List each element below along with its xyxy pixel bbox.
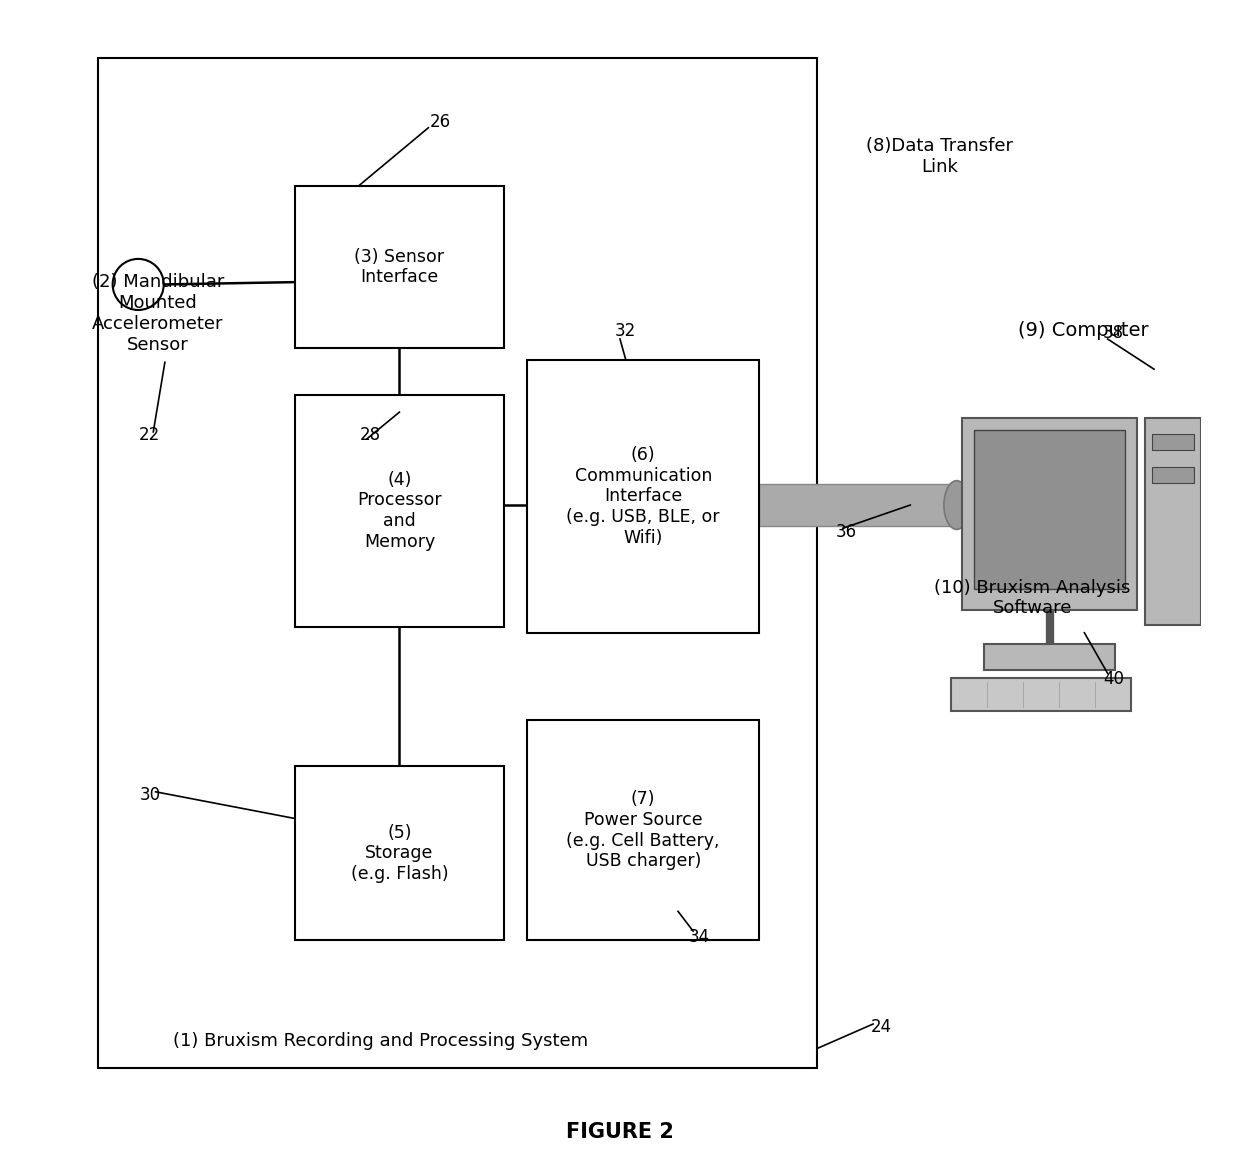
Text: (9) Computer: (9) Computer [1018,322,1148,340]
Text: (4)
Processor
and
Memory: (4) Processor and Memory [357,470,441,551]
Text: 30: 30 [139,786,160,805]
Bar [759,484,962,526]
Text: 32: 32 [615,322,636,340]
Text: (5)
Storage
(e.g. Flash): (5) Storage (e.g. Flash) [351,823,448,884]
Bar [975,430,1125,589]
Bar [985,644,1115,670]
Text: 34: 34 [688,928,709,946]
Bar [295,766,503,940]
Text: 38: 38 [1102,324,1123,342]
Text: 40: 40 [1102,670,1123,688]
Text: 24: 24 [870,1018,892,1037]
Text: (1) Bruxism Recording and Processing System: (1) Bruxism Recording and Processing Sys… [174,1032,588,1051]
Text: 26: 26 [429,113,450,131]
Bar [951,678,1131,711]
Bar [1145,418,1200,625]
Bar [1152,434,1194,450]
Bar [98,58,817,1068]
Text: (8)Data Transfer
Link: (8)Data Transfer Link [866,137,1013,176]
Ellipse shape [944,481,970,529]
Text: (2) Mandibular
Mounted
Accelerometer
Sensor: (2) Mandibular Mounted Accelerometer Sen… [92,273,224,354]
Text: FIGURE 2: FIGURE 2 [567,1122,673,1142]
Bar [1152,467,1194,483]
Bar [527,720,759,940]
Text: (10) Bruxism Analysis
Software: (10) Bruxism Analysis Software [934,578,1131,618]
Text: (6)
Communication
Interface
(e.g. USB, BLE, or
Wifi): (6) Communication Interface (e.g. USB, B… [567,446,720,547]
Text: 28: 28 [360,426,381,445]
Bar [962,418,1137,610]
Bar [527,360,759,633]
Bar [295,395,503,627]
Text: (3) Sensor
Interface: (3) Sensor Interface [355,247,444,287]
Circle shape [113,259,164,310]
Text: 36: 36 [836,522,857,541]
Text: 22: 22 [139,426,160,445]
Bar [759,484,962,526]
Text: (7)
Power Source
(e.g. Cell Battery,
USB charger): (7) Power Source (e.g. Cell Battery, USB… [567,789,720,871]
Bar [295,186,503,348]
